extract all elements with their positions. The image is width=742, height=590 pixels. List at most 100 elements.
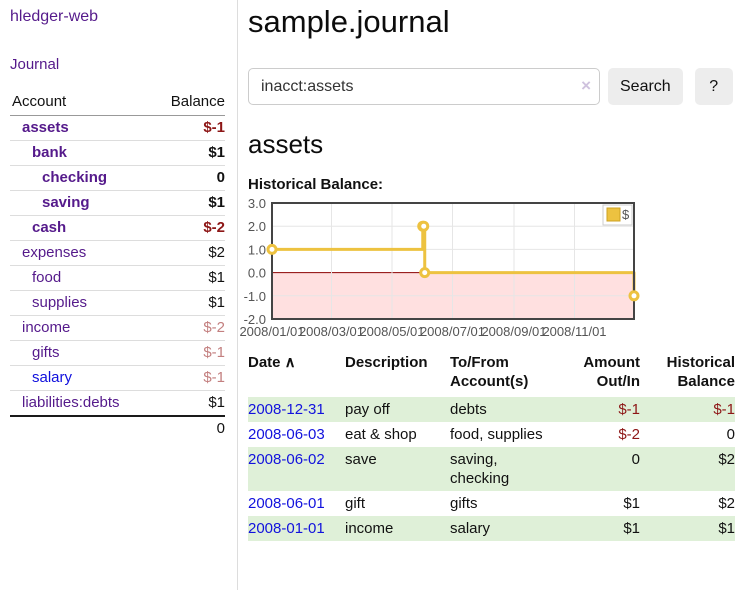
register-row: 2008-06-02 save saving, checking 0 $2 [248, 447, 735, 491]
account-balance: $1 [152, 190, 225, 216]
plot-border [271, 202, 635, 320]
x-tick-label: 2008/09/01 [481, 324, 546, 339]
accounts-table: Account Balance assets $-1 bank $1 checking 0… [10, 90, 225, 441]
account-balance: $1 [152, 265, 225, 291]
register-table: Date ∧ Description To/From Account(s) Amoun… [248, 353, 735, 541]
account-link-expenses[interactable]: expenses [22, 244, 87, 261]
x-tick-label: 2008/07/01 [420, 324, 485, 339]
accounts-header-row: Account Balance [10, 90, 225, 116]
register-header-amount-out-in: Amount Out/In [583, 354, 640, 390]
transaction-description: save [345, 451, 377, 468]
brand-link[interactable]: hledger-web [10, 8, 99, 25]
transaction-accounts: debts [450, 401, 487, 418]
account-link-assets[interactable]: assets [22, 119, 69, 136]
transaction-date-link[interactable]: 2008-01-01 [248, 520, 325, 537]
data-point-marker [628, 290, 640, 302]
historical-balance-chart: 3.0 2.0 1.0 0.0 -1.0 -2.0 2008/01/01 2008/03/01… [238, 197, 742, 343]
transaction-amount: $-2 [618, 426, 640, 443]
transaction-date-link[interactable]: 2008-06-02 [248, 451, 325, 468]
transaction-amount: $1 [623, 520, 640, 537]
x-tick-label: 2008/05/01 [359, 324, 424, 339]
transaction-description: pay off [345, 401, 390, 418]
chart-title: Historical Balance: [248, 176, 384, 193]
data-point-marker [418, 220, 430, 232]
x-tick-label: 2008/01/01 [239, 324, 304, 339]
account-row: checking 0 [10, 165, 225, 191]
clear-search-icon[interactable]: × [581, 76, 591, 95]
transaction-date-link[interactable]: 2008-06-01 [248, 495, 325, 512]
account-link-checking[interactable]: checking [42, 169, 108, 186]
register-header-row: Date ∧ Description To/From Account(s) Amoun… [248, 353, 735, 397]
account-link-supplies[interactable]: supplies [32, 294, 88, 311]
data-point-marker [419, 267, 431, 279]
y-tick-label: 2.0 [248, 219, 266, 234]
account-balance: $-2 [152, 215, 225, 241]
account-balance: $-1 [152, 365, 225, 391]
account-balance: $-1 [152, 340, 225, 366]
transaction-amount: $-1 [618, 401, 640, 418]
account-row: expenses $2 [10, 240, 225, 266]
account-balance: $1 [152, 290, 225, 316]
x-tick-label: 2008/03/01 [299, 324, 364, 339]
account-link-salary[interactable]: salary [32, 369, 73, 386]
legend-swatch [606, 207, 621, 222]
account-balance: $1 [152, 390, 225, 416]
transaction-balance: 0 [726, 426, 735, 443]
account-row: gifts $-1 [10, 340, 225, 366]
transaction-date-link[interactable]: 2008-12-31 [248, 401, 325, 418]
transaction-amount: 0 [631, 451, 640, 468]
account-link-income[interactable]: income [22, 319, 71, 336]
account-link-cash[interactable]: cash [32, 219, 67, 236]
transaction-date-link[interactable]: 2008-06-03 [248, 426, 325, 443]
account-balance: $-2 [152, 315, 225, 341]
account-link-liabilities-debts[interactable]: liabilities:debts [22, 394, 120, 411]
account-row: food $1 [10, 265, 225, 291]
account-row: income $-2 [10, 315, 225, 341]
account-row: assets $-1 [10, 115, 225, 141]
account-balance: 0 [152, 165, 225, 191]
transaction-accounts: salary [450, 520, 491, 537]
transaction-amount: $1 [623, 495, 640, 512]
accounts-total-value: 0 [152, 415, 225, 441]
search-form: × Search ? [248, 68, 742, 105]
transaction-accounts: food, supplies [450, 426, 543, 443]
sort-asc-icon[interactable]: ∧ [280, 354, 296, 371]
register-header-date[interactable]: Date ∧ [248, 354, 296, 371]
search-button[interactable]: Search [608, 68, 683, 105]
transaction-balance: $-1 [713, 401, 735, 418]
accounts-header-account: Account [10, 90, 153, 116]
help-button[interactable]: ? [694, 68, 733, 105]
account-link-saving[interactable]: saving [42, 194, 90, 211]
account-link-bank[interactable]: bank [32, 144, 68, 161]
x-tick-label: 2008/11/01 [542, 324, 606, 339]
accounts-header-balance: Balance [152, 90, 225, 116]
account-row: bank $1 [10, 140, 225, 166]
y-tick-label: -2.0 [244, 312, 266, 327]
account-row: cash $-2 [10, 215, 225, 241]
y-tick-label: 1.0 [248, 242, 266, 257]
account-heading: assets [248, 129, 324, 159]
account-balance: $-1 [152, 115, 225, 141]
transaction-accounts: saving, checking [450, 451, 510, 487]
register-row: 2008-06-01 gift gifts $1 $2 [248, 491, 735, 516]
account-row: liabilities:debts $1 [10, 390, 225, 416]
account-balance: $1 [152, 140, 225, 166]
account-link-gifts[interactable]: gifts [32, 344, 60, 361]
sidebar: hledger-web Journal Account Balance asse… [0, 0, 238, 590]
chart-canvas: 3.0 2.0 1.0 0.0 -1.0 -2.02008/01/012008/03/01… [239, 197, 640, 339]
account-link-food[interactable]: food [32, 269, 62, 286]
accounts-total-spacer [10, 415, 153, 441]
y-tick-label: 0.0 [248, 266, 266, 281]
account-row: saving $1 [10, 190, 225, 216]
account-row: salary $-1 [10, 365, 225, 391]
y-tick-label: 3.0 [248, 197, 266, 211]
data-point-marker [266, 243, 278, 255]
register-row: 2008-06-03 eat & shop food, supplies $-2 0 [248, 422, 735, 447]
nav-journal-link[interactable]: Journal [10, 56, 60, 73]
transaction-balance: $1 [718, 520, 735, 537]
search-input[interactable] [248, 68, 600, 105]
transaction-balance: $2 [718, 451, 735, 468]
account-row: supplies $1 [10, 290, 225, 316]
transaction-description: income [345, 520, 394, 537]
